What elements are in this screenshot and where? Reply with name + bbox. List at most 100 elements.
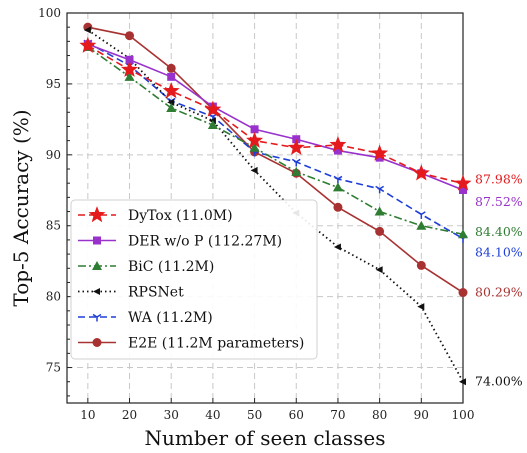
series-0 — [79, 36, 472, 191]
data-point — [167, 72, 176, 81]
end-label: 84.40% — [475, 224, 523, 239]
legend-item: E2E (11.2M parameters) — [78, 336, 304, 352]
series-line — [87, 44, 464, 185]
data-point — [83, 26, 91, 34]
x-tick-label: 30 — [164, 408, 179, 422]
series-line — [87, 46, 464, 236]
legend-marker — [93, 288, 100, 295]
x-tick-label: 100 — [452, 408, 475, 422]
data-point — [124, 71, 135, 81]
series-line — [87, 42, 464, 240]
data-point — [375, 226, 385, 236]
data-point — [166, 103, 177, 113]
data-point — [333, 202, 343, 212]
end-label: 74.00% — [475, 374, 523, 389]
legend-label: WA (11.2M) — [128, 310, 213, 326]
x-tick-label: 90 — [414, 408, 429, 422]
legend-label: DER w/o P (112.27M) — [128, 234, 282, 250]
legend-marker — [92, 338, 102, 347]
data-point — [207, 120, 218, 130]
data-point — [371, 144, 389, 161]
data-point — [416, 260, 426, 270]
marker-arm — [92, 313, 98, 318]
legend-item: BiC (11.2M) — [78, 259, 214, 275]
data-point — [125, 31, 135, 41]
marker-arm — [375, 185, 381, 190]
y-tick-label: 75 — [46, 361, 61, 375]
legend-label: E2E (11.2M parameters) — [128, 336, 304, 352]
legend-marker — [93, 236, 101, 245]
legend-item: WA (11.2M) — [78, 310, 213, 326]
data-point — [250, 166, 258, 174]
x-tick-label: 10 — [80, 408, 95, 422]
legend-marker — [88, 206, 106, 223]
data-point — [416, 220, 427, 230]
data-point — [162, 82, 180, 99]
series-line — [87, 43, 464, 191]
marker-arm — [337, 175, 343, 180]
y-tick-label: 80 — [46, 290, 61, 304]
plot-frame — [66, 12, 464, 404]
data-point — [333, 146, 342, 155]
data-point — [287, 138, 305, 155]
series-1 — [83, 40, 467, 194]
end-label: 87.98% — [475, 171, 523, 186]
data-point — [249, 142, 260, 152]
data-point — [459, 378, 466, 386]
x-tick-label: 40 — [205, 408, 220, 422]
y-axis-title: Top-5 Accuracy (%) — [9, 109, 33, 306]
data-point — [454, 174, 472, 191]
data-point — [79, 36, 97, 53]
y-tick-label: 90 — [46, 148, 61, 162]
legend-item: DyTox (11.0M) — [78, 206, 233, 224]
x-tick-label: 50 — [247, 408, 262, 422]
data-point — [375, 153, 384, 162]
x-tick-label: 20 — [122, 408, 137, 422]
legend-label: RPSNet — [128, 285, 184, 301]
data-point — [458, 288, 468, 298]
legend-item: RPSNet — [78, 285, 184, 301]
legend-marker — [92, 313, 102, 322]
data-point — [375, 185, 385, 194]
data-point — [374, 206, 385, 216]
data-point — [121, 60, 138, 77]
data-point — [459, 185, 467, 194]
data-point — [204, 100, 222, 117]
marker-arm — [96, 313, 102, 318]
data-point — [375, 266, 383, 274]
end-label: 84.10% — [475, 244, 523, 259]
legend-box — [70, 199, 318, 360]
data-point — [166, 63, 176, 73]
legend-marker — [92, 261, 102, 270]
y-tick-label: 100 — [38, 6, 61, 20]
data-point — [246, 131, 264, 148]
x-tick-label: 80 — [372, 408, 387, 422]
data-point — [333, 243, 341, 251]
data-point — [416, 211, 426, 219]
data-point — [417, 303, 425, 311]
marker-arm — [291, 158, 297, 163]
series-line — [87, 29, 464, 383]
data-point — [250, 125, 259, 134]
legend-label: BiC (11.2M) — [128, 259, 214, 275]
data-point — [412, 164, 430, 181]
marker-arm — [295, 158, 301, 163]
end-label: 80.29% — [475, 285, 523, 300]
data-point — [329, 135, 347, 153]
x-tick-label: 70 — [330, 408, 345, 422]
marker-arm — [333, 175, 339, 180]
legend: DyTox (11.0M) DER w/o P (112.27M) BiC (11.… — [70, 199, 318, 360]
marker-arm — [420, 211, 426, 216]
data-point — [291, 166, 302, 176]
legend-item: DER w/o P (112.27M) — [78, 234, 282, 250]
legend-label: DyTox (11.0M) — [128, 208, 233, 224]
data-point — [167, 98, 175, 106]
data-point — [458, 229, 468, 239]
series-line — [87, 26, 464, 294]
marker-arm — [379, 185, 385, 190]
x-axis-title: Number of seen classes — [144, 426, 385, 448]
marker-arm — [416, 211, 422, 216]
data-point — [291, 158, 301, 167]
